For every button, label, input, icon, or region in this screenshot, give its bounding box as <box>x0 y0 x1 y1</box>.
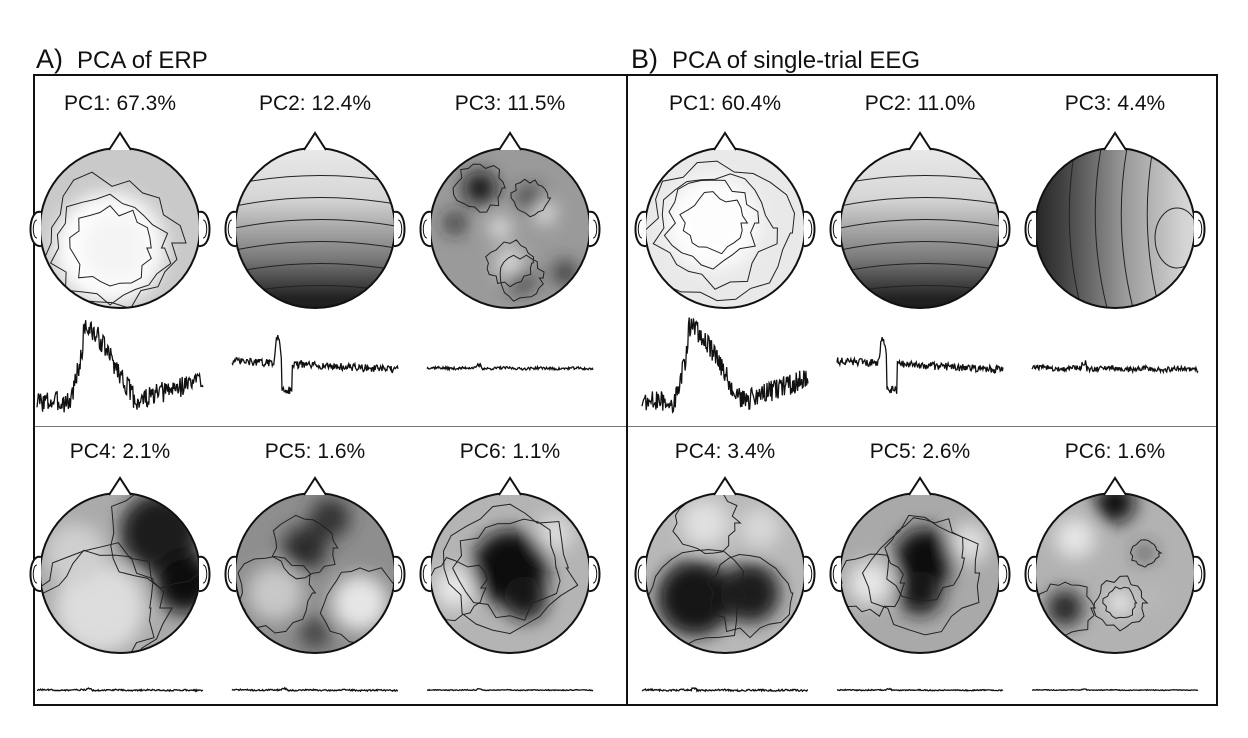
panel-a-letter: A) <box>36 44 63 74</box>
panel-a-header: A) PCA of ERP <box>36 44 208 75</box>
component-timecourse <box>1031 688 1199 692</box>
scalp-map-icon <box>829 131 1011 309</box>
component-label: PC5: 1.6% <box>264 440 366 463</box>
component-label: PC1: 67.3% <box>63 92 177 115</box>
scalp-map-icon <box>29 476 211 654</box>
component-label: PC6: 1.1% <box>459 440 561 463</box>
panel-b-letter: B) <box>631 44 658 74</box>
figure-frame <box>33 74 1218 706</box>
component-timecourse <box>427 688 594 692</box>
component-label: PC2: 12.4% <box>258 92 372 115</box>
panel-b-header: B) PCA of single-trial EEG <box>631 44 920 75</box>
scalp-map-icon <box>1024 476 1206 654</box>
component-label: PC4: 2.1% <box>69 440 171 463</box>
row-divider-b <box>628 426 1216 427</box>
component-timecourse <box>641 687 809 693</box>
component-label: PC3: 4.4% <box>1064 92 1166 115</box>
scalp-map-icon <box>634 131 816 309</box>
component-timecourse <box>836 687 1004 692</box>
panel-divider <box>626 74 628 706</box>
component-timecourse <box>36 320 204 413</box>
scalp-map-icon <box>419 476 601 654</box>
component-label: PC1: 60.4% <box>668 92 782 115</box>
component-label: PC5: 2.6% <box>869 440 971 463</box>
scalp-map-icon <box>224 131 406 309</box>
scalp-map-icon <box>224 476 406 654</box>
component-timecourse <box>641 317 809 414</box>
scalp-map-icon <box>419 131 601 309</box>
component-timecourse <box>836 336 1004 394</box>
scalp-map-icon <box>1024 131 1206 309</box>
component-label: PC4: 3.4% <box>674 440 776 463</box>
scalp-map-icon <box>29 131 211 309</box>
component-timecourse <box>37 687 204 693</box>
component-timecourse <box>1031 360 1199 375</box>
component-label: PC6: 1.6% <box>1064 440 1166 463</box>
panel-a-title: PCA of ERP <box>77 47 208 74</box>
scalp-map-icon <box>829 476 1011 654</box>
panel-b-title: PCA of single-trial EEG <box>672 47 921 74</box>
component-timecourse <box>426 362 594 372</box>
component-label: PC2: 11.0% <box>864 92 976 115</box>
component-timecourse <box>231 686 399 693</box>
row-divider-a <box>35 426 626 427</box>
component-label: PC3: 11.5% <box>454 92 566 115</box>
scalp-map-icon <box>634 476 816 654</box>
component-timecourse <box>231 334 399 395</box>
